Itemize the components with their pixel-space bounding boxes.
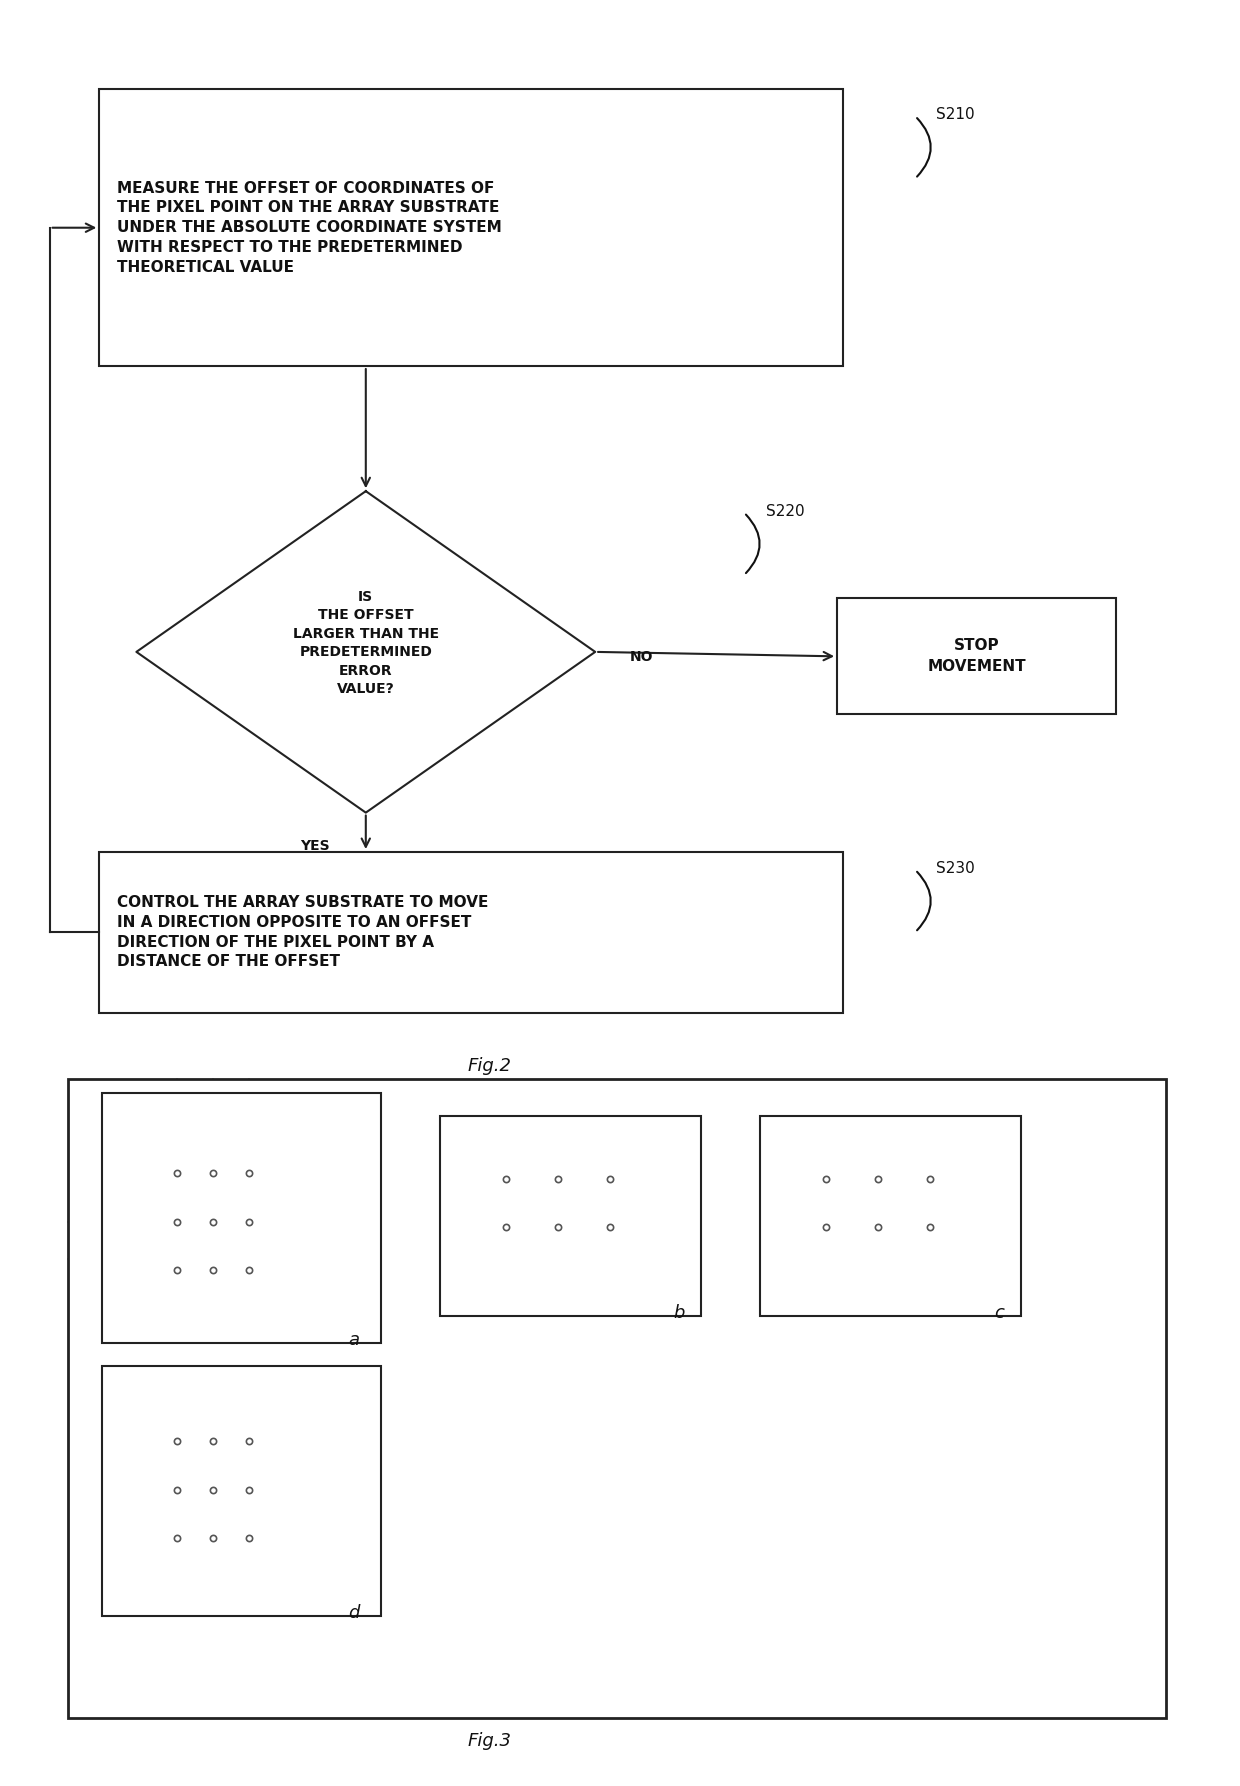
Bar [102,1366,381,1616]
Text: b: b [673,1304,684,1322]
Text: S220: S220 [766,504,805,518]
Text: IS
THE OFFSET
LARGER THAN THE
PREDETERMINED
ERROR
VALUE?: IS THE OFFSET LARGER THAN THE PREDETERMI… [293,589,439,697]
Bar [99,852,843,1013]
Text: d: d [348,1604,360,1622]
Text: S230: S230 [936,861,975,875]
Text: YES: YES [300,839,330,854]
Text: Fig.2: Fig.2 [467,1057,512,1075]
Bar [440,1116,701,1316]
Text: STOP
MOVEMENT: STOP MOVEMENT [928,638,1025,675]
Text: MEASURE THE OFFSET OF COORDINATES OF
THE PIXEL POINT ON THE ARRAY SUBSTRATE
UNDE: MEASURE THE OFFSET OF COORDINATES OF THE… [117,180,501,275]
Bar [68,1079,1166,1718]
Bar [99,89,843,366]
Bar [760,1116,1021,1316]
Text: NO: NO [630,650,653,664]
Text: Fig.3: Fig.3 [467,1732,512,1750]
Text: c: c [994,1304,1004,1322]
Bar [837,598,1116,714]
Text: a: a [348,1331,360,1348]
Bar [102,1093,381,1343]
Text: CONTROL THE ARRAY SUBSTRATE TO MOVE
IN A DIRECTION OPPOSITE TO AN OFFSET
DIRECTI: CONTROL THE ARRAY SUBSTRATE TO MOVE IN A… [117,895,487,970]
Text: S210: S210 [936,107,975,121]
